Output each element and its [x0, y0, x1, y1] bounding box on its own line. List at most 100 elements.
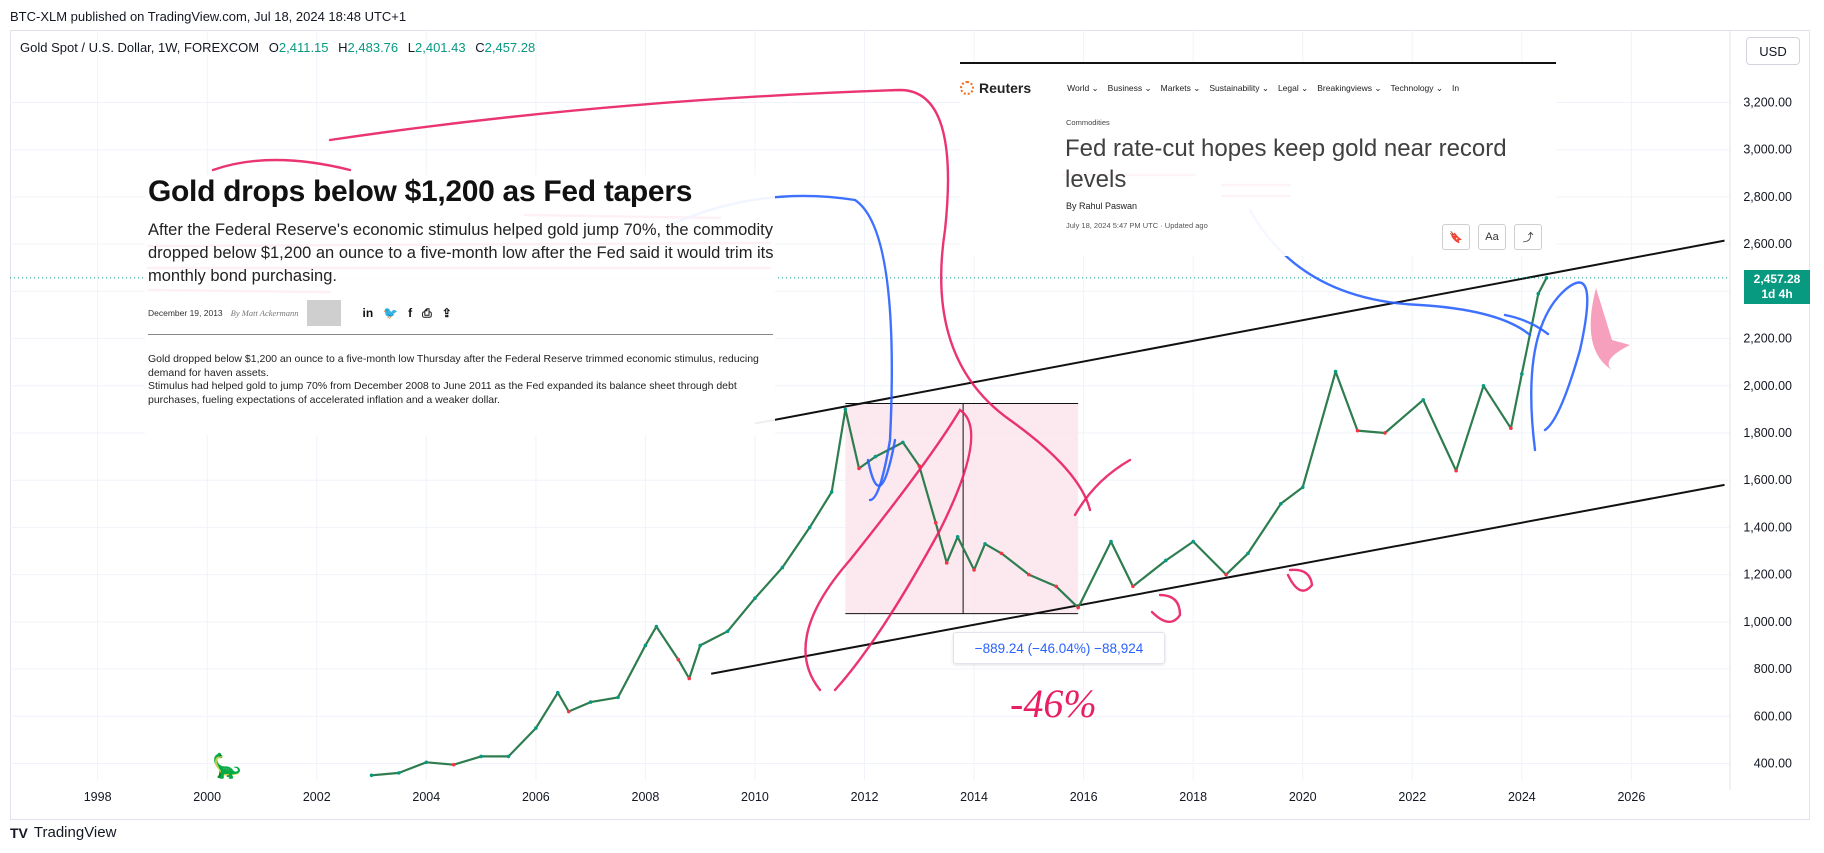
print-icon: ⎙	[422, 305, 432, 320]
x-tick-label: 2006	[522, 790, 550, 804]
price-point	[1054, 584, 1059, 589]
reuters-date: July 18, 2024 5:47 PM UTC · Updated ago	[1066, 221, 1208, 230]
price-series	[369, 276, 1549, 778]
price-point	[873, 454, 878, 459]
x-tick-label: 2026	[1617, 790, 1645, 804]
price-point	[780, 565, 785, 570]
low-value: 2,401.43	[415, 40, 466, 55]
high-label: H	[338, 40, 348, 55]
y-tick-label: 2,000.00	[1743, 379, 1792, 393]
channel-lower-line	[710, 483, 1725, 675]
y-tick-label: 1,600.00	[1743, 473, 1792, 487]
y-tick-label: 2,800.00	[1743, 190, 1792, 204]
y-tick-label: 2,200.00	[1743, 332, 1792, 346]
x-tick-label: 2020	[1289, 790, 1317, 804]
tradingview-logo[interactable]: TV TradingView	[10, 824, 116, 841]
measure-label[interactable]: −889.24 (−46.04%) −88,924	[953, 632, 1165, 664]
share-icon: ⇪	[441, 305, 452, 320]
x-tick-label: 2018	[1179, 790, 1207, 804]
price-point	[1163, 558, 1168, 563]
price-point	[698, 643, 702, 648]
close-value: 2,457.28	[484, 40, 536, 55]
x-tick-label: 2008	[632, 790, 660, 804]
price-point	[807, 525, 812, 530]
last-price-value: 2,457.28	[1753, 272, 1801, 286]
open-label: O	[268, 40, 279, 55]
facebook-icon: f	[408, 305, 413, 320]
news-clipping-2013: Gold drops below $1,200 as Fed tapers Af…	[145, 175, 775, 435]
reuters-nav: Reuters World ⌄ Business ⌄ Markets ⌄ Sus…	[960, 64, 1556, 102]
price-point	[1027, 572, 1031, 577]
nav-breakingviews: Breakingviews ⌄	[1317, 82, 1382, 93]
price-point	[1481, 383, 1486, 388]
price-point	[1191, 539, 1195, 544]
share-icon: ⤴	[1514, 224, 1542, 250]
bookmark-icon: 🔖	[1442, 224, 1470, 250]
x-tick-label: 2004	[412, 790, 440, 804]
price-point	[901, 440, 905, 445]
price-point	[1544, 276, 1549, 280]
author-portrait	[306, 300, 341, 326]
clipping-deck: After the Federal Reserve's economic sti…	[148, 221, 774, 285]
clipping-body: Gold dropped below $1,200 an ounce to a …	[148, 353, 778, 407]
price-point	[1333, 369, 1338, 374]
x-tick-label: 2022	[1398, 790, 1426, 804]
nav-business: Business ⌄	[1107, 82, 1152, 93]
price-point	[1300, 485, 1305, 490]
nav-technology: Technology ⌄	[1390, 82, 1444, 93]
price-point	[479, 754, 483, 759]
symbol-legend[interactable]: Gold Spot / U.S. Dollar, 1W, FOREXCOM O 2…	[20, 40, 535, 55]
y-tick-label: 2,600.00	[1743, 237, 1792, 251]
clipping-body-p1: Gold dropped below $1,200 an ounce to a …	[148, 353, 759, 379]
currency-button[interactable]: USD	[1746, 37, 1800, 65]
price-point	[506, 754, 511, 759]
clipping-headline: Gold drops below $1,200 as Fed tapers	[148, 175, 693, 208]
price-point	[829, 490, 834, 494]
nav-more: In	[1452, 83, 1460, 93]
last-price-countdown: 1d 4h	[1761, 287, 1793, 301]
price-point	[534, 726, 538, 730]
price-point	[1421, 398, 1426, 402]
reuters-logo-icon	[960, 81, 974, 95]
annotation-stroke	[1503, 313, 1550, 336]
dinosaur-icon: 🦕	[212, 753, 242, 780]
annotation-stroke	[1073, 458, 1132, 517]
annotation-stroke	[866, 438, 897, 487]
price-point	[753, 596, 757, 601]
x-tick-label: 2000	[193, 790, 221, 804]
x-tick-label: 2014	[960, 790, 988, 804]
price-point	[616, 695, 620, 700]
price-point	[983, 542, 987, 546]
nav-world: World ⌄	[1067, 82, 1099, 93]
nav-markets: Markets ⌄	[1160, 82, 1201, 93]
reuters-author: By Rahul Paswan	[1066, 201, 1138, 211]
x-tick-label: 1998	[84, 790, 112, 804]
price-point	[857, 466, 861, 471]
news-clipping-reuters: Reuters World ⌄ Business ⌄ Markets ⌄ Sus…	[960, 62, 1556, 256]
price-point	[933, 520, 938, 525]
text-size-icon: Aa	[1478, 224, 1506, 250]
y-tick-label: 400.00	[1754, 756, 1792, 770]
clipping-body-p2: Stimulus had helped gold to jump 70% fro…	[148, 380, 737, 406]
annotation-stroke	[211, 158, 352, 172]
price-point	[725, 629, 730, 634]
clipping-meta: December 19, 2013 By Matt Ackermann in 🐦…	[148, 300, 773, 335]
price-point	[1520, 372, 1524, 376]
measure-box	[845, 403, 1079, 614]
nav-sustainability: Sustainability ⌄	[1209, 82, 1269, 93]
annotation-stroke	[1150, 593, 1182, 623]
last-price-tag: 2,457.28 1d 4h	[1744, 270, 1810, 304]
price-point	[843, 407, 848, 412]
x-tick-label: 2012	[851, 790, 879, 804]
price-point	[1076, 605, 1080, 610]
symbol-name: Gold Spot / U.S. Dollar, 1W, FOREXCOM	[20, 40, 260, 55]
price-point	[1454, 468, 1458, 473]
price-point	[643, 643, 648, 648]
price-point	[1224, 572, 1228, 577]
tradingview-brand: TradingView	[33, 824, 117, 841]
down-arrow-annotation	[1590, 288, 1630, 370]
price-point	[1383, 431, 1387, 435]
x-tick-label: 2002	[303, 790, 331, 804]
close-label: C	[475, 40, 485, 55]
time-axis: 1998 2000 2002 2004 2006 2008 2010 2012 2014 2016…	[84, 30, 1731, 804]
